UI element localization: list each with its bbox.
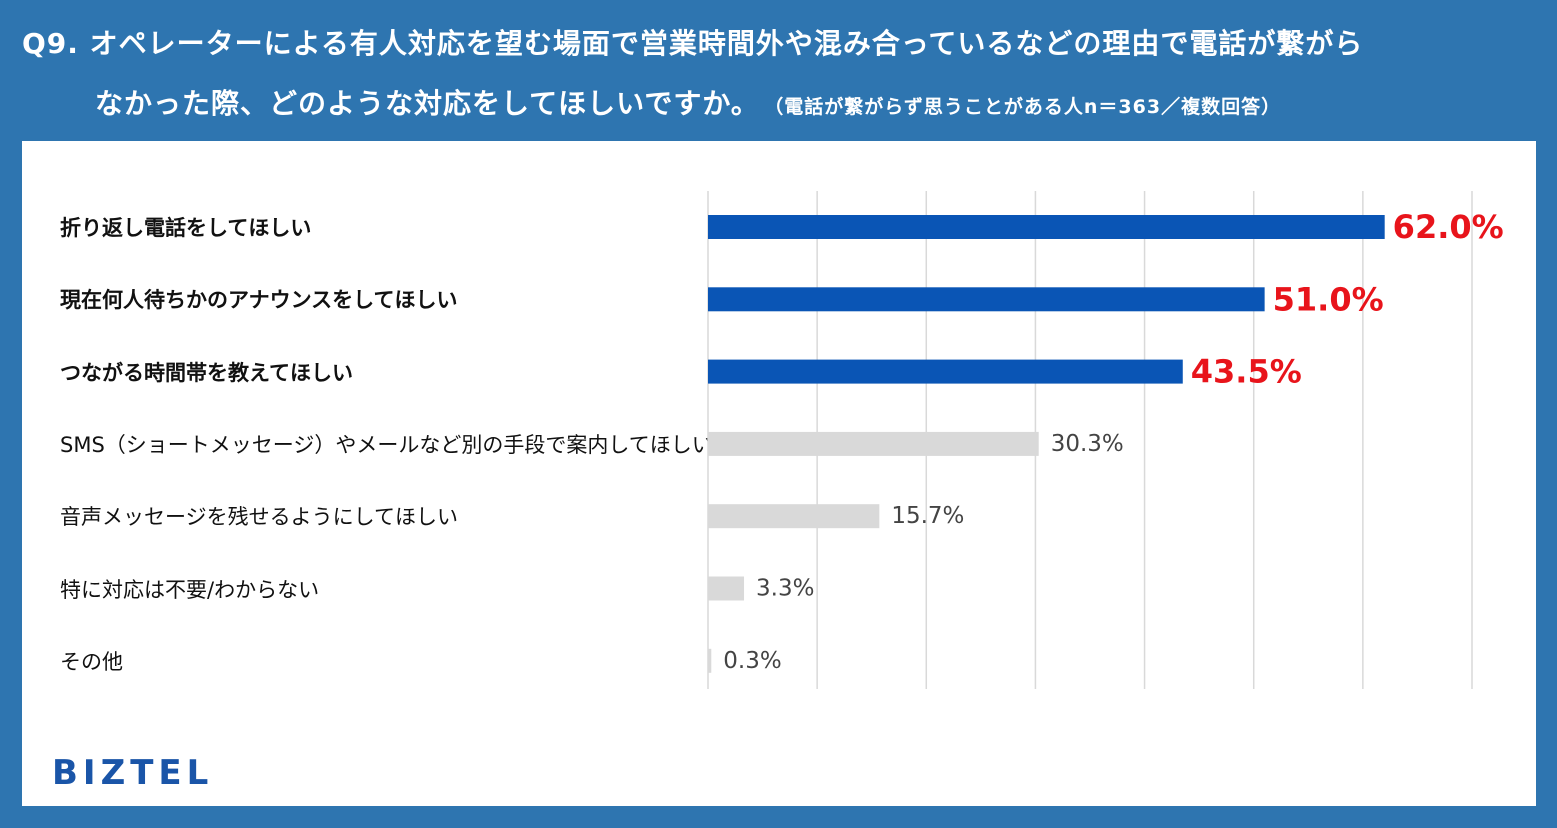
bar: [708, 648, 712, 673]
question-title-line2-text: なかった際、どのような対応をしてほしいですか。: [95, 87, 760, 120]
value-label: 51.0%: [1273, 280, 1384, 318]
value-label: 3.3%: [756, 576, 814, 602]
biztel-logo: BIZTEL: [52, 753, 214, 793]
bar-chart: 62.0%51.0% 43.5% 30.3% 15.7% 3.3% 0.3%: [707, 191, 1504, 689]
bar: [708, 359, 1183, 384]
category-label: 音声メッセージを残せるようにしてほしい: [60, 505, 458, 530]
category-label: 折り返し電話をしてほしい: [60, 216, 312, 240]
question-title-line2: なかった際、どのような対応をしてほしいですか。 （電話が繋がらず思うことがある人n…: [95, 82, 1281, 122]
header: Q9. オペレーターによる有人対応を望む場面で営業時間外や混み合っているなどの理…: [0, 0, 1557, 140]
value-label: 30.3%: [1051, 431, 1124, 457]
bar: [708, 287, 1265, 312]
category-label: つながる時間帯を教えてほしい: [60, 360, 353, 385]
question-title-line1: Q9. オペレーターによる有人対応を望む場面で営業時間外や混み合っているなどの理…: [22, 27, 1364, 60]
bar: [708, 215, 1385, 239]
category-label: SMS（ショートメッセージ）やメールなど別の手段で案内してほしい: [60, 432, 713, 457]
chart-panel: 折り返し電話をしてほしい現在何人待ちかのアナウンスをしてほしい つながる時間帯を教…: [22, 141, 1536, 806]
value-label: 0.3%: [723, 648, 781, 674]
value-label: 62.0%: [1393, 208, 1504, 246]
category-label: 特に対応は不要/わからない: [60, 577, 320, 602]
bar: [708, 504, 880, 529]
value-label: 15.7%: [891, 503, 964, 529]
value-label: 43.5%: [1191, 353, 1302, 391]
bar: [708, 576, 745, 601]
sample-note: （電話が繋がらず思うことがある人n＝363／複数回答）: [773, 96, 1282, 118]
category-label: その他: [60, 649, 123, 674]
bar: [708, 431, 1039, 456]
category-label: 現在何人待ちかのアナウンスをしてほしい: [60, 288, 458, 313]
